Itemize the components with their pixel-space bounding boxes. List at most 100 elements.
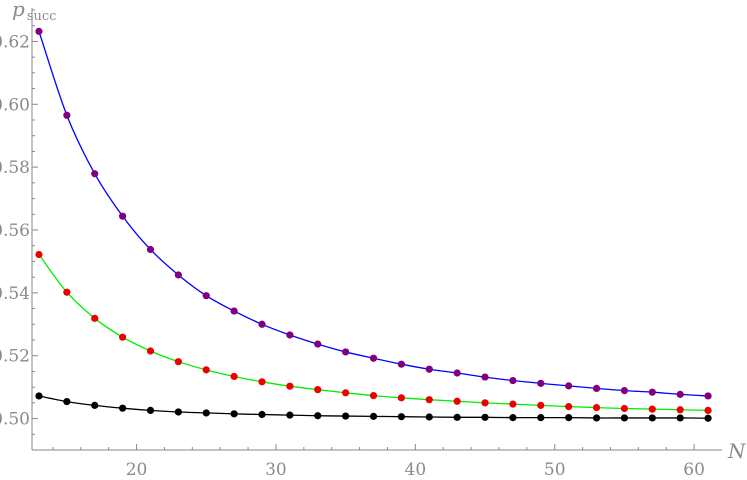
series-3-point xyxy=(258,410,266,419)
y-tick-label: 0.58 xyxy=(0,158,30,178)
series-2-point xyxy=(648,405,656,413)
series-1-point xyxy=(202,292,210,300)
series-2-point xyxy=(342,389,350,397)
series-3-point xyxy=(453,413,461,421)
series-1-point xyxy=(648,388,656,396)
series-3-point xyxy=(565,414,573,422)
x-tick-label: 20 xyxy=(126,460,148,480)
x-tick-label: 40 xyxy=(405,460,427,480)
series-2-point xyxy=(453,397,461,405)
series-3-point xyxy=(314,412,322,420)
series-2-point xyxy=(202,366,210,374)
series-2-point xyxy=(397,394,405,402)
series-2-point xyxy=(620,404,629,413)
series-3-point xyxy=(174,408,182,416)
series-1-point xyxy=(63,111,71,119)
series-2-point xyxy=(369,392,378,400)
series-1-point xyxy=(146,245,155,254)
series-2-point xyxy=(425,396,433,404)
series-3-point xyxy=(35,392,43,400)
series-2-point xyxy=(286,382,294,390)
series-3-point xyxy=(119,404,127,412)
series-1-point xyxy=(453,369,461,377)
series-2-point xyxy=(592,403,601,412)
series-2-point xyxy=(676,406,684,414)
series-1-line xyxy=(38,31,709,397)
series-1-point xyxy=(704,392,712,400)
x-axis-label: N xyxy=(727,439,747,463)
series-1-point xyxy=(174,271,182,279)
series-2-point xyxy=(146,347,155,355)
series-2-point xyxy=(174,358,182,366)
series-3-point xyxy=(481,413,489,421)
series-1-point xyxy=(369,354,378,362)
series-1-point xyxy=(91,170,99,178)
series-1-point xyxy=(314,340,322,348)
series-2 xyxy=(35,250,712,414)
series-3-point xyxy=(676,414,684,422)
series-1-point xyxy=(258,320,266,328)
series-3-point xyxy=(620,414,629,422)
y-axis-label-main: p xyxy=(12,0,25,21)
series-1-point xyxy=(230,307,238,315)
series-2-point xyxy=(119,333,127,341)
series-1-point xyxy=(537,379,545,387)
series-2-point xyxy=(91,314,99,322)
y-tick-label: 0.62 xyxy=(0,32,30,52)
x-tick-label: 50 xyxy=(544,460,566,480)
series-3-point xyxy=(704,414,712,422)
series-2-point xyxy=(509,400,517,408)
series-1-point xyxy=(35,27,43,35)
series-2-point xyxy=(704,406,712,414)
series-3-point xyxy=(425,413,433,421)
y-tick-label: 0.56 xyxy=(0,221,30,241)
y-tick-label: 0.50 xyxy=(0,410,30,430)
series-1-point xyxy=(342,348,350,356)
series-3-point xyxy=(342,412,350,420)
series-2-point xyxy=(481,399,489,407)
series-2-point xyxy=(35,250,43,259)
series-1 xyxy=(35,27,712,400)
series-3-point xyxy=(146,406,155,414)
series-3-point xyxy=(91,401,99,409)
y-axis-label-sub: succ xyxy=(27,9,57,24)
series-3-point xyxy=(648,414,656,422)
axes xyxy=(31,8,722,451)
series-1-point xyxy=(676,390,684,398)
series-2-point xyxy=(63,288,71,296)
series-1-point xyxy=(286,331,294,339)
series-2-point xyxy=(230,372,238,381)
series-2-line xyxy=(38,254,709,412)
series-2-point xyxy=(314,386,322,394)
series-1-point xyxy=(565,382,573,390)
x-tick-label: 60 xyxy=(683,460,705,480)
series-1-point xyxy=(592,384,601,392)
series-3-point xyxy=(592,414,601,422)
series-1-point xyxy=(620,387,629,395)
series-3-point xyxy=(286,411,294,419)
series-1-point xyxy=(509,376,517,385)
series-3-point xyxy=(509,414,517,422)
series-1-point xyxy=(119,212,127,220)
series-1-point xyxy=(397,360,405,368)
series-2-point xyxy=(258,378,266,386)
series-layer xyxy=(35,27,712,422)
series-3 xyxy=(35,392,712,422)
series-2-point xyxy=(537,401,545,409)
series-2-point xyxy=(565,403,573,411)
series-3-point xyxy=(397,413,405,421)
y-axis-label: p succ xyxy=(12,0,56,24)
series-3-point xyxy=(230,410,238,418)
series-3-point xyxy=(202,409,210,417)
y-tick-label: 0.54 xyxy=(0,284,30,304)
y-tick-label: 0.52 xyxy=(0,347,30,367)
series-3-point xyxy=(63,398,71,406)
series-1-point xyxy=(425,365,433,373)
tick-marks: 20 30 40 50 60 0.50 0.52 0.54 0.56 0.58 0.60 0.62 xyxy=(0,9,705,480)
series-3-point xyxy=(369,412,378,420)
y-tick-label: 0.60 xyxy=(0,95,30,115)
series-3-point xyxy=(537,414,545,422)
x-tick-label: 30 xyxy=(265,460,287,480)
series-1-point xyxy=(481,373,489,381)
